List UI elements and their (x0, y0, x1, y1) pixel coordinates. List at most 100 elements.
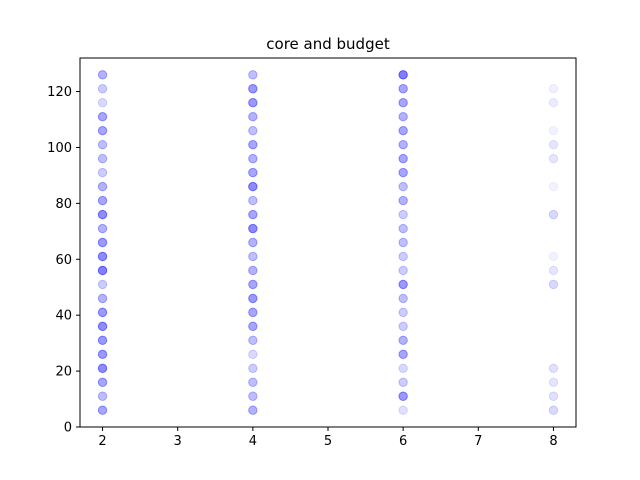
data-point (398, 265, 408, 276)
data-point (548, 251, 559, 262)
x-tick-label: 5 (324, 434, 332, 449)
plot-area-frame (79, 57, 577, 428)
data-point (548, 391, 559, 401)
data-point (548, 377, 559, 387)
data-point (398, 139, 408, 150)
data-point (97, 265, 108, 276)
data-point (248, 405, 258, 415)
x-tick-label: 8 (549, 434, 557, 449)
data-point (97, 363, 108, 373)
y-tick-label: 60 (55, 253, 72, 268)
y-tick-label: 120 (47, 85, 72, 100)
data-point (548, 139, 559, 150)
data-point (248, 363, 258, 373)
data-point (548, 279, 559, 290)
x-tick-label: 7 (474, 434, 482, 449)
chart-title: core and budget (266, 35, 390, 53)
data-point (97, 125, 108, 136)
data-point (398, 293, 408, 304)
data-point (248, 181, 258, 192)
data-point (398, 321, 408, 332)
data-point (97, 349, 108, 360)
data-point (398, 349, 408, 360)
data-point (398, 391, 408, 401)
data-point (97, 112, 108, 122)
data-point (97, 195, 108, 206)
data-point (97, 279, 108, 290)
x-tick-label: 6 (399, 434, 407, 449)
y-tick-label: 100 (47, 141, 72, 156)
data-point (398, 335, 408, 346)
data-point (97, 84, 108, 94)
data-point (97, 223, 108, 234)
data-point (398, 181, 408, 192)
data-point (248, 293, 258, 304)
data-point (97, 405, 108, 415)
data-point (248, 265, 258, 276)
data-point (398, 237, 408, 248)
data-point (248, 223, 258, 234)
data-point (97, 321, 108, 332)
data-point (548, 181, 559, 192)
data-point (248, 349, 258, 360)
data-point (398, 195, 408, 206)
data-point (97, 181, 108, 192)
data-point (548, 98, 559, 108)
data-point (398, 223, 408, 234)
data-point (398, 209, 408, 220)
data-point (248, 167, 258, 178)
data-point (248, 70, 258, 80)
data-point (97, 377, 108, 387)
data-point (398, 70, 408, 80)
y-tick-label: 0 (64, 421, 72, 436)
data-point (548, 84, 559, 94)
data-point (97, 70, 108, 80)
data-point (97, 293, 108, 304)
data-point (398, 98, 408, 108)
data-point (97, 98, 108, 108)
data-point (248, 307, 258, 318)
data-point (398, 125, 408, 136)
data-point (248, 335, 258, 346)
data-point (97, 307, 108, 318)
x-tick-label: 3 (174, 434, 182, 449)
data-point (398, 167, 408, 178)
data-point (97, 139, 108, 150)
data-point (248, 84, 258, 94)
data-point (548, 125, 559, 136)
data-point (248, 112, 258, 122)
data-point (398, 153, 408, 164)
data-point (548, 153, 559, 164)
data-point (248, 209, 258, 220)
data-points (97, 70, 559, 415)
data-point (398, 251, 408, 262)
data-point (97, 391, 108, 401)
data-point (398, 279, 408, 290)
data-point (248, 321, 258, 332)
data-point (548, 405, 559, 415)
data-point (248, 237, 258, 248)
data-point (398, 84, 408, 94)
data-point (548, 363, 559, 373)
data-point (398, 377, 408, 387)
data-point (97, 251, 108, 262)
data-point (248, 195, 258, 206)
data-point (97, 335, 108, 346)
data-point (248, 98, 258, 108)
x-tick-label: 4 (249, 434, 257, 449)
data-point (97, 167, 108, 178)
x-axis: 2 3 4 5 6 7 8 (98, 427, 558, 449)
data-point (248, 251, 258, 262)
data-point (398, 405, 408, 415)
data-point (97, 237, 108, 248)
data-point (248, 139, 258, 150)
data-point (398, 307, 408, 318)
y-tick-label: 80 (55, 197, 72, 212)
data-point (548, 265, 559, 276)
data-point (248, 391, 258, 401)
data-point (248, 153, 258, 164)
data-point (398, 112, 408, 122)
data-point (97, 209, 108, 220)
x-tick-label: 2 (98, 434, 106, 449)
